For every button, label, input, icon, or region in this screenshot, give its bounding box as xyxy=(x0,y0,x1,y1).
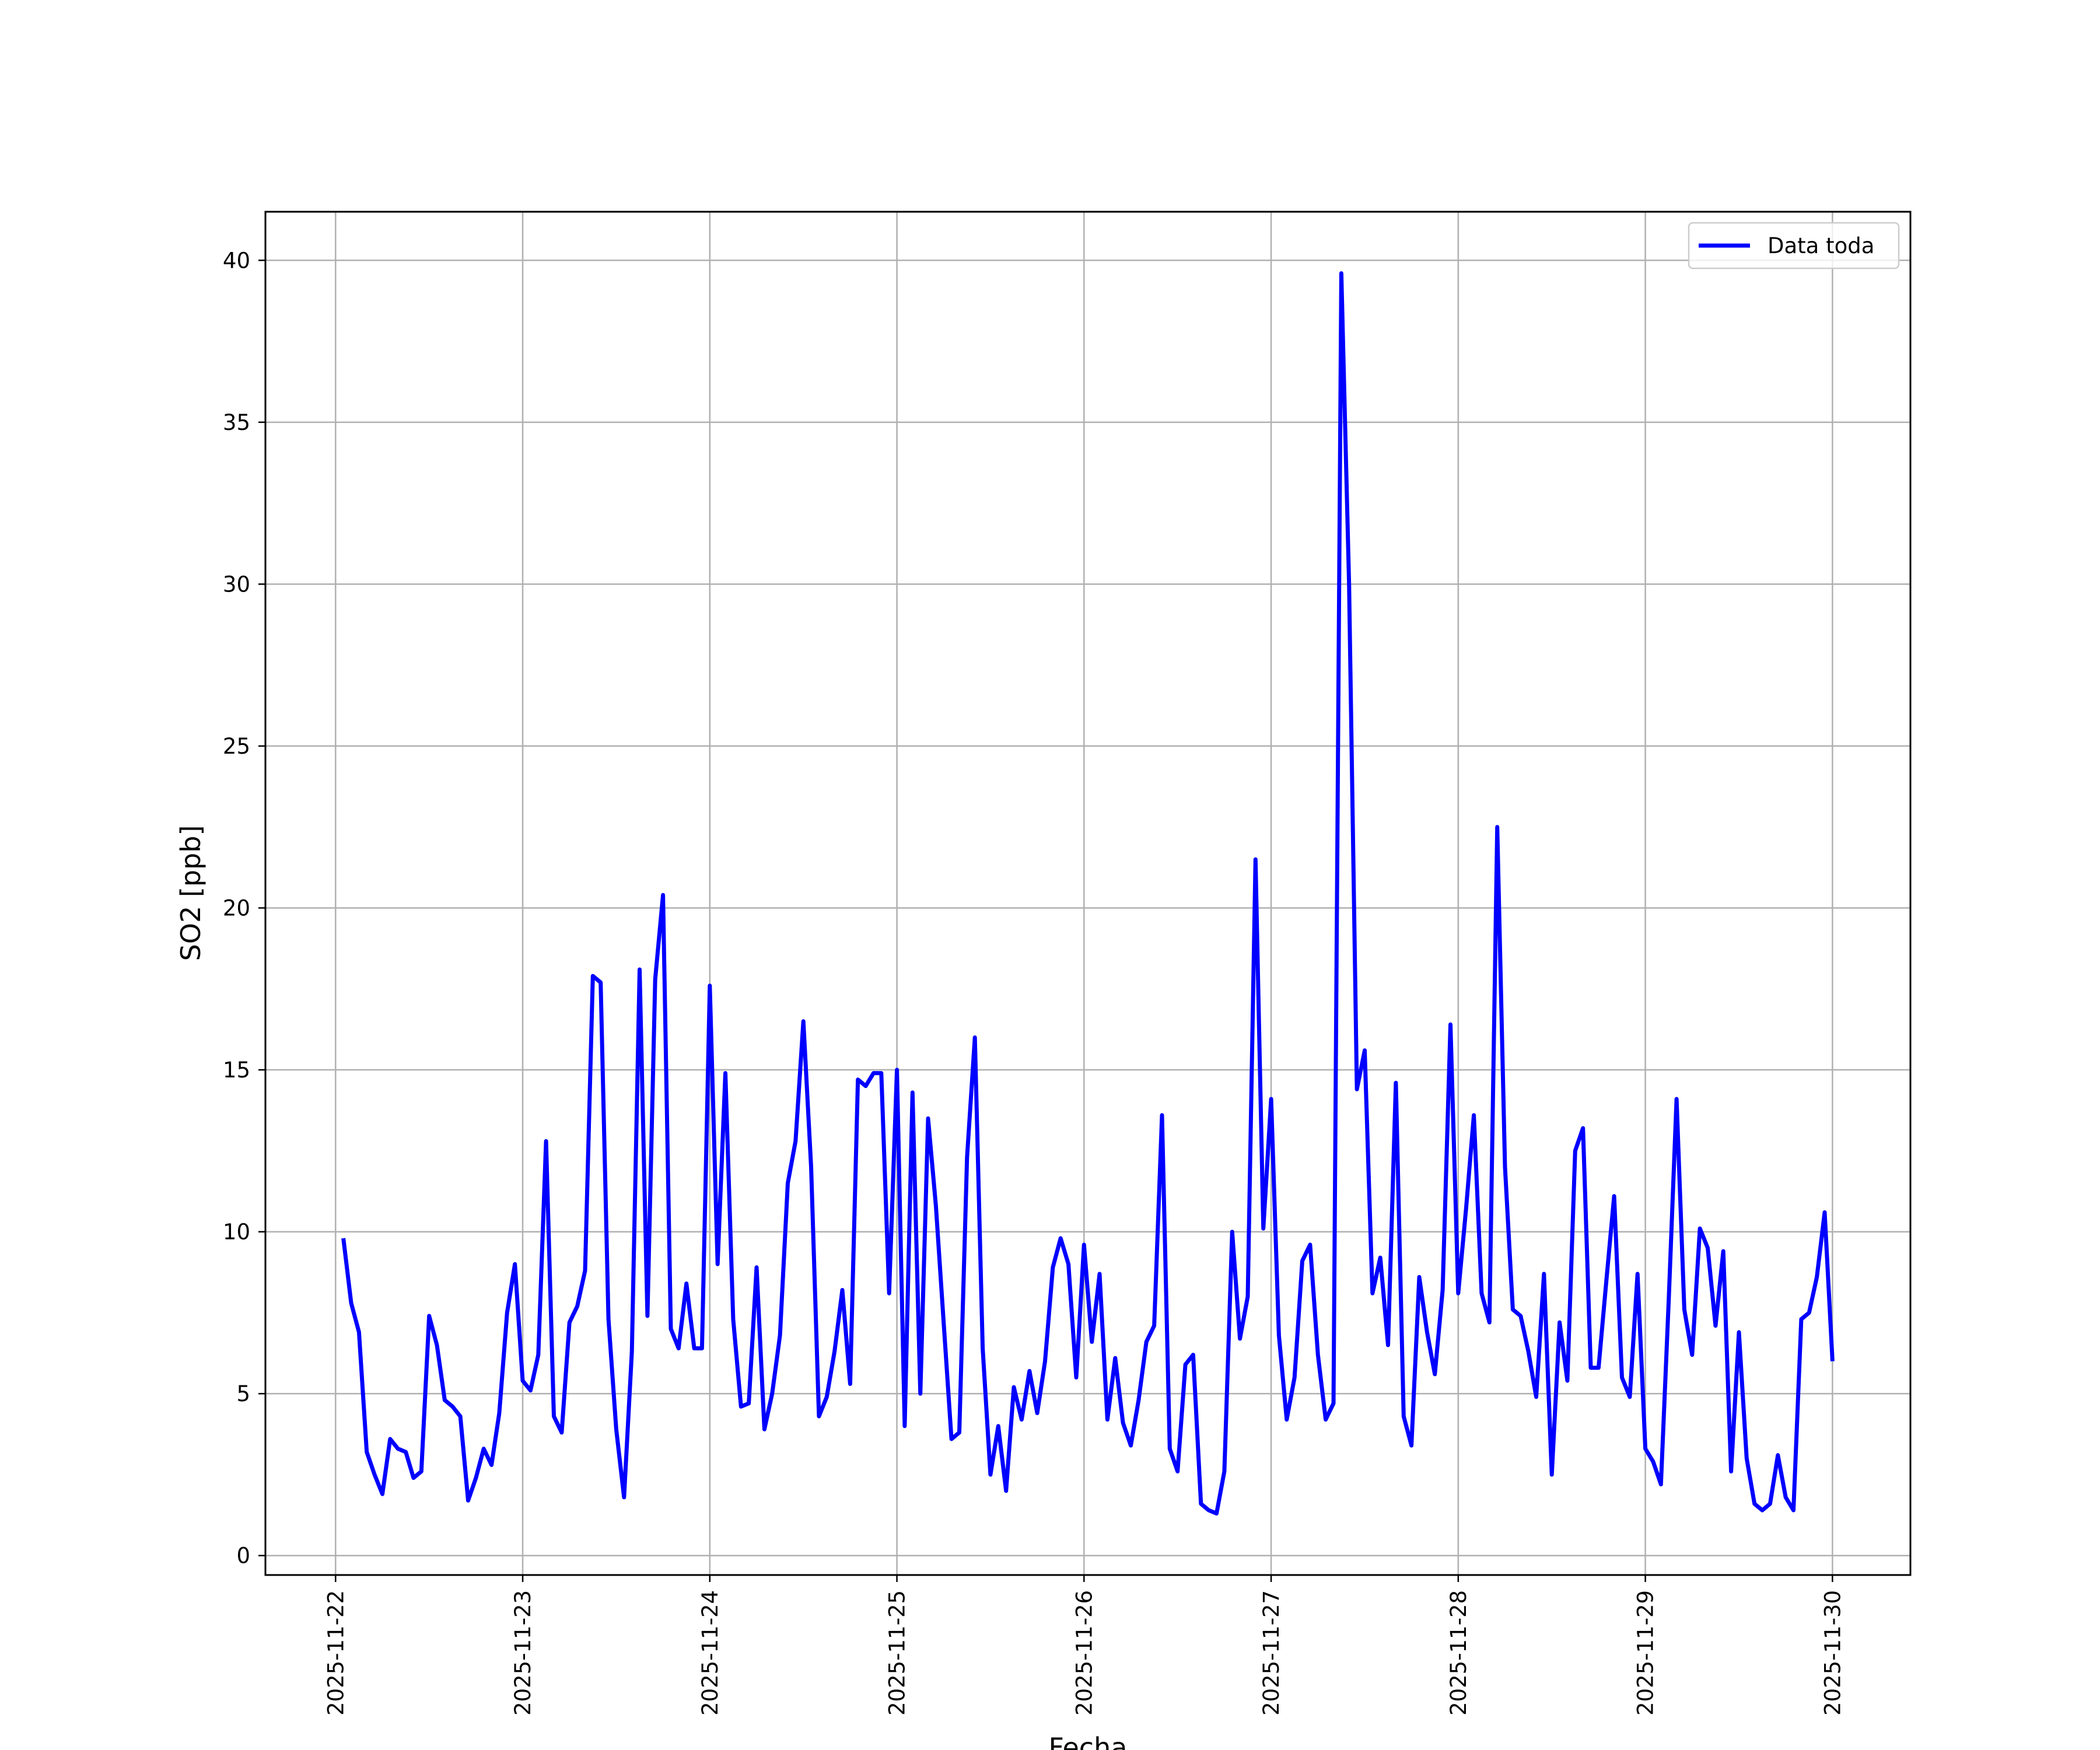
x-tick-label: 2025-11-24 xyxy=(698,1590,723,1716)
y-tick-label: 30 xyxy=(223,572,250,597)
plot-area xyxy=(265,212,1910,1575)
x-tick-label: 2025-11-28 xyxy=(1446,1590,1471,1716)
plot-frame xyxy=(264,211,1912,1576)
y-axis-label: SO2 [ppb] xyxy=(175,825,206,961)
x-tick-label: 2025-11-25 xyxy=(885,1590,910,1716)
x-tick-label: 2025-11-27 xyxy=(1259,1590,1284,1716)
x-tick-label: 2025-11-30 xyxy=(1820,1590,1845,1716)
legend: Data toda xyxy=(1688,222,1900,270)
y-tick-label: 25 xyxy=(223,734,250,759)
grid-lines xyxy=(265,212,1910,1575)
y-tick-label: 35 xyxy=(223,410,250,435)
x-tick-label: 2025-11-22 xyxy=(323,1590,348,1716)
x-axis-ticks: 2025-11-22 2025-11-23 2025-11-24 2025-11-25… xyxy=(323,1575,1845,1716)
series-line xyxy=(341,271,1835,1516)
x-tick-label: 2025-11-26 xyxy=(1072,1590,1097,1716)
y-axis-ticks: 0 5 10 15 20 25 30 35 40 xyxy=(223,248,265,1569)
x-axis-label: Fecha xyxy=(1049,1732,1128,1750)
y-tick-label: 5 xyxy=(236,1381,250,1406)
y-tick-label: 15 xyxy=(223,1058,250,1083)
legend-box xyxy=(1688,222,1900,270)
y-tick-label: 0 xyxy=(236,1544,250,1569)
y-tick-label: 10 xyxy=(223,1220,250,1245)
x-tick-label: 2025-11-23 xyxy=(510,1590,536,1716)
legend-entry: Data toda xyxy=(1768,233,1874,258)
y-tick-label: 20 xyxy=(223,895,250,921)
x-tick-label: 2025-11-29 xyxy=(1633,1590,1658,1716)
y-tick-label: 40 xyxy=(223,248,250,273)
series-layer xyxy=(341,271,1835,1516)
